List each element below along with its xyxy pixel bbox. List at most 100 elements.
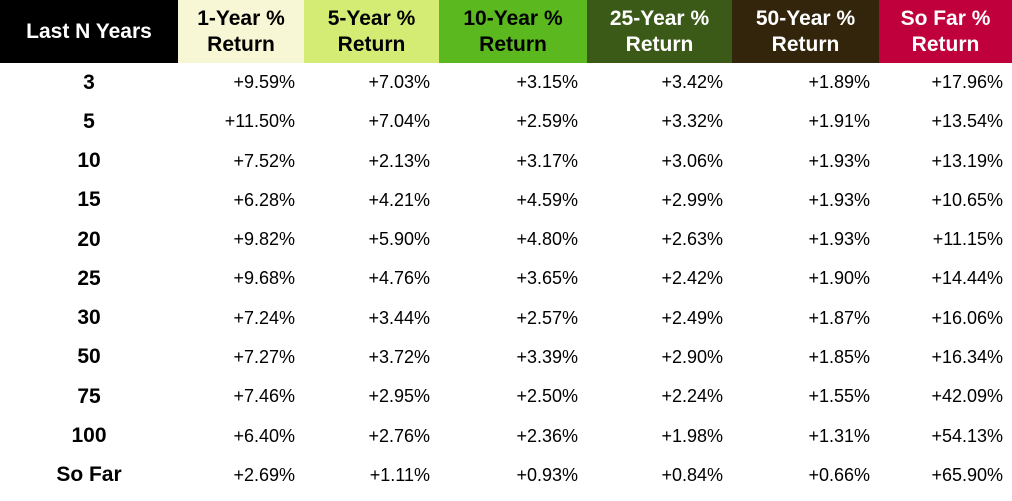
- return-cell: +2.36%: [516, 425, 578, 446]
- table-row: 20 +9.82% +5.90% +4.80% +2.63% +1.93% +11.15%: [0, 220, 1012, 259]
- table-row: 10 +7.52% +2.13% +3.17% +3.06% +1.93% +13.19%: [0, 142, 1012, 181]
- return-cell: +3.44%: [368, 307, 430, 328]
- column-header-line: Return: [479, 32, 547, 56]
- return-cell: +2.59%: [516, 111, 578, 132]
- return-cell: +6.40%: [233, 425, 295, 446]
- table-row: 100 +6.40% +2.76% +2.36% +1.98% +1.31% +54.13%: [0, 416, 1012, 455]
- row-label: 5: [83, 109, 95, 133]
- return-cell: +1.87%: [808, 307, 870, 328]
- return-cell: +7.04%: [368, 111, 430, 132]
- column-header: Last N Years: [0, 0, 178, 63]
- table-row: 50 +7.27% +3.72% +3.39% +2.90% +1.85% +16.34%: [0, 338, 1012, 377]
- return-cell: +7.24%: [233, 307, 295, 328]
- return-cell: +42.09%: [931, 386, 1003, 407]
- return-cell: +4.21%: [368, 189, 430, 210]
- column-header-line: So Far %: [900, 6, 991, 30]
- return-cell: +4.80%: [516, 229, 578, 250]
- return-cell: +1.89%: [808, 72, 870, 93]
- return-cell: +1.93%: [808, 150, 870, 171]
- return-cell: +1.91%: [808, 111, 870, 132]
- column-header-line: 50-Year %: [755, 6, 856, 30]
- return-cell: +6.28%: [233, 189, 295, 210]
- return-cell: +3.39%: [516, 346, 578, 367]
- column-header-line: Return: [207, 32, 275, 56]
- return-cell: +7.27%: [233, 346, 295, 367]
- return-cell: +2.49%: [661, 307, 723, 328]
- return-cell: +13.54%: [931, 111, 1003, 132]
- row-label: 20: [77, 227, 101, 251]
- row-label: 3: [83, 70, 95, 94]
- return-cell: +54.13%: [931, 425, 1003, 446]
- return-cell: +0.84%: [661, 464, 723, 485]
- row-label: 75: [77, 384, 101, 408]
- return-cell: +13.19%: [931, 150, 1003, 171]
- return-cell: +2.90%: [661, 346, 723, 367]
- table-body: 3 +9.59% +7.03% +3.15% +3.42% +1.89% +17.96% 5 +…: [0, 63, 1012, 495]
- return-cell: +2.24%: [661, 386, 723, 407]
- return-cell: +65.90%: [931, 464, 1003, 485]
- return-cell: +0.93%: [516, 464, 578, 485]
- return-cell: +3.65%: [516, 268, 578, 289]
- row-label: 100: [71, 424, 107, 448]
- table-row: So Far +2.69% +1.11% +0.93% +0.84% +0.66% +65.…: [0, 456, 1012, 495]
- return-cell: +3.42%: [661, 72, 723, 93]
- return-cell: +9.82%: [233, 229, 295, 250]
- return-cell: +1.55%: [808, 386, 870, 407]
- row-label: 25: [77, 266, 101, 290]
- table-row: 3 +9.59% +7.03% +3.15% +3.42% +1.89% +17.96%: [0, 63, 1012, 102]
- return-cell: +2.50%: [516, 386, 578, 407]
- return-cell: +3.06%: [661, 150, 723, 171]
- return-cell: +2.76%: [368, 425, 430, 446]
- return-cell: +2.99%: [661, 189, 723, 210]
- return-cell: +2.42%: [661, 268, 723, 289]
- return-cell: +11.15%: [932, 229, 1003, 250]
- return-cell: +7.52%: [233, 150, 295, 171]
- return-cell: +2.57%: [516, 307, 578, 328]
- return-cell: +2.95%: [368, 386, 430, 407]
- column-header: 50-Year % Return: [732, 0, 879, 63]
- return-cell: +1.90%: [808, 268, 870, 289]
- return-cell: +1.93%: [808, 229, 870, 250]
- return-cell: +9.68%: [233, 268, 295, 289]
- return-cell: +1.11%: [369, 464, 430, 485]
- table-row: 30 +7.24% +3.44% +2.57% +2.49% +1.87% +16.06%: [0, 299, 1012, 338]
- return-cell: +10.65%: [931, 189, 1003, 210]
- return-cell: +2.69%: [233, 464, 295, 485]
- column-header-line: Return: [337, 32, 406, 56]
- table-row: 75 +7.46% +2.95% +2.50% +2.24% +1.55% +42.09%: [0, 377, 1012, 416]
- column-header-line: Return: [771, 32, 840, 56]
- return-cell: +7.46%: [233, 386, 295, 407]
- return-cell: +1.85%: [808, 346, 870, 367]
- return-cell: +2.63%: [661, 229, 723, 250]
- return-cell: +3.15%: [516, 72, 578, 93]
- header-row: Last N Years 1-Year % Return 5-Year % Return…: [0, 0, 1012, 63]
- return-cell: +17.96%: [931, 72, 1003, 93]
- return-cell: +11.50%: [224, 111, 295, 132]
- column-header-line: Last N Years: [26, 19, 152, 43]
- table-row: 25 +9.68% +4.76% +3.65% +2.42% +1.90% +14.44%: [0, 259, 1012, 298]
- column-header-line: Return: [625, 32, 694, 56]
- table-row: 5 +11.50% +7.04% +2.59% +3.32% +1.91% +13.54%: [0, 102, 1012, 141]
- return-cell: +16.06%: [931, 307, 1003, 328]
- row-label: 30: [77, 306, 101, 330]
- row-label: 10: [77, 149, 101, 173]
- return-cell: +3.32%: [661, 111, 723, 132]
- column-header: So Far % Return: [879, 0, 1012, 63]
- table-header: Last N Years 1-Year % Return 5-Year % Return…: [0, 0, 1012, 63]
- return-cell: +2.13%: [368, 150, 430, 171]
- return-cell: +1.98%: [661, 425, 723, 446]
- return-cell: +4.59%: [516, 189, 578, 210]
- return-cell: +1.93%: [808, 189, 870, 210]
- row-label: 15: [77, 188, 101, 212]
- return-cell: +3.17%: [516, 150, 578, 171]
- return-cell: +1.31%: [808, 425, 870, 446]
- return-cell: +9.59%: [233, 72, 295, 93]
- return-cell: +14.44%: [931, 268, 1003, 289]
- return-cell: +7.03%: [368, 72, 430, 93]
- return-cell: +3.72%: [368, 346, 430, 367]
- return-cell: +0.66%: [808, 464, 870, 485]
- return-cell: +5.90%: [368, 229, 430, 250]
- column-header-line: 1-Year %: [197, 6, 285, 30]
- column-header: 25-Year % Return: [587, 0, 732, 63]
